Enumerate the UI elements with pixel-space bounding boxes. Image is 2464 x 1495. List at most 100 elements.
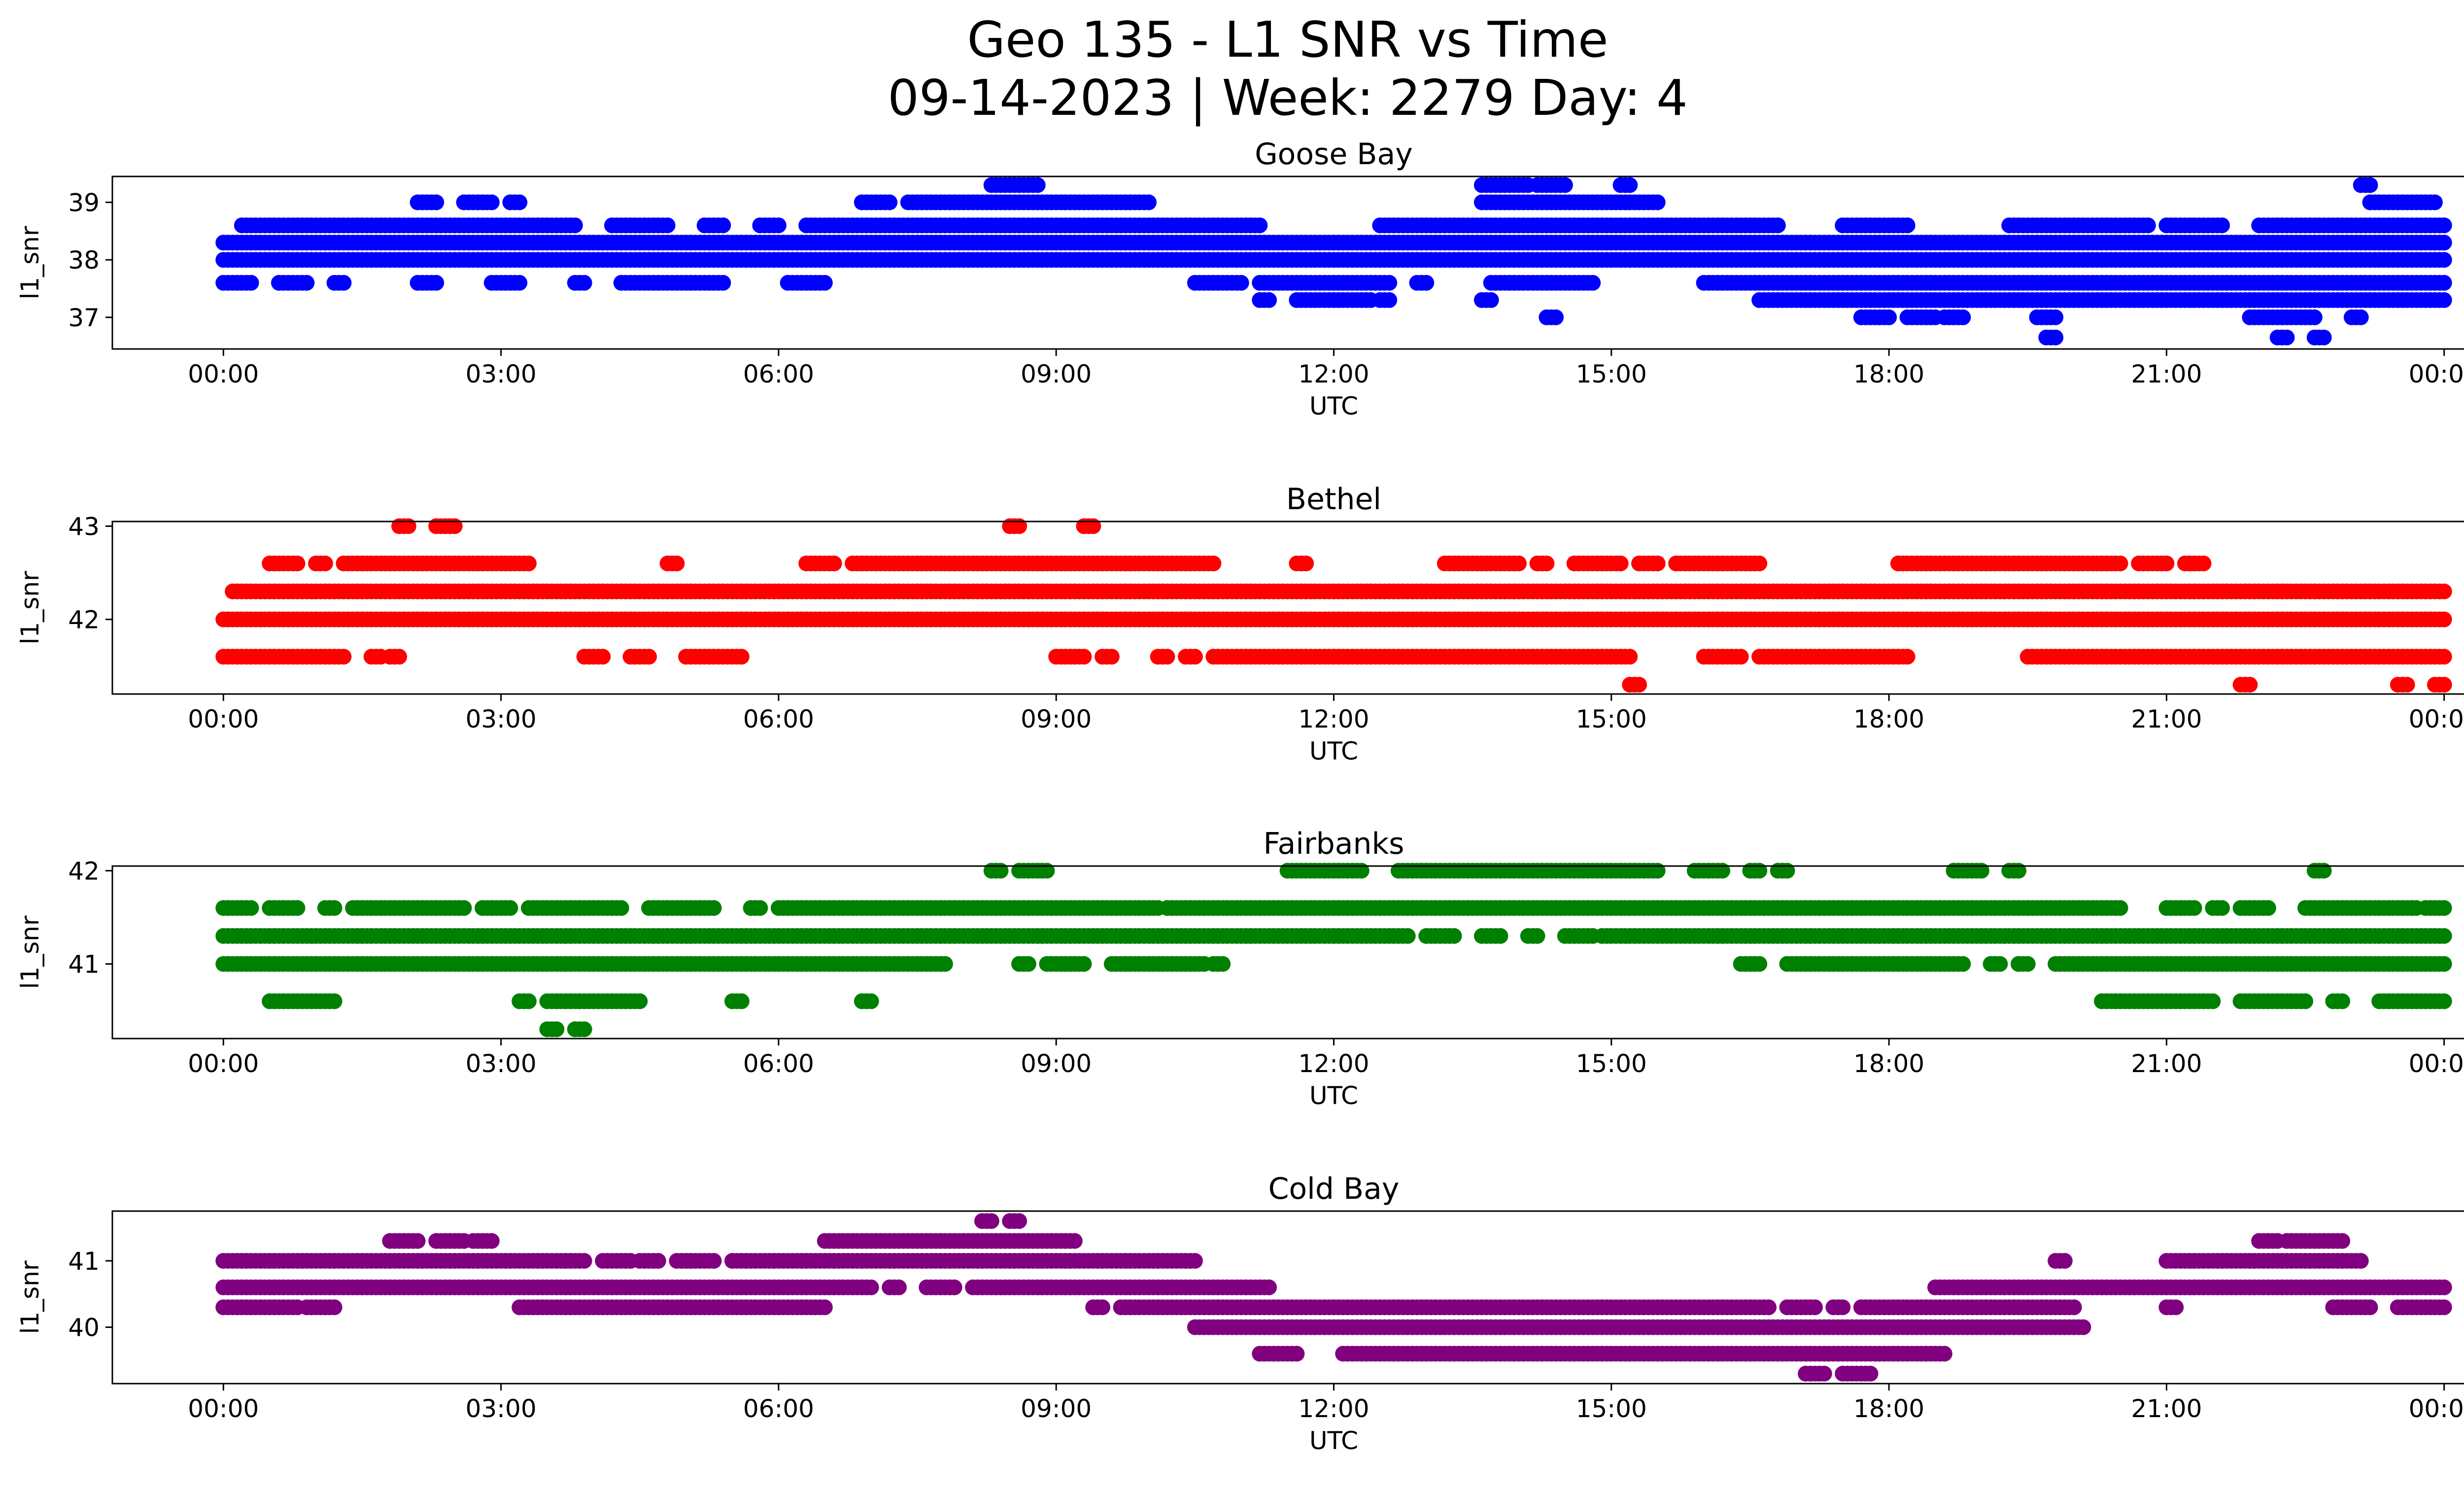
data-point <box>1899 217 1916 234</box>
data-point <box>706 900 722 916</box>
data-point <box>446 518 463 534</box>
data-point <box>632 993 648 1009</box>
data-point <box>1899 649 1916 665</box>
x-axis-label: UTC <box>1309 392 1358 420</box>
data-point <box>289 900 306 916</box>
data-point <box>1973 863 1989 879</box>
data-point <box>1103 649 1120 665</box>
data-point <box>576 275 592 291</box>
data-point <box>1418 275 1435 291</box>
x-tick-label: 00:00 <box>188 360 259 388</box>
data-point <box>2436 292 2452 308</box>
data-point <box>1511 556 1527 572</box>
data-point <box>641 649 657 665</box>
data-point <box>2436 252 2452 268</box>
data-point <box>1557 177 1573 193</box>
data-point <box>2362 177 2378 193</box>
data-point <box>1539 556 1555 572</box>
data-point <box>770 217 787 234</box>
subplot-bethel: 00:00 03:00 06:00 09:00 12:00 15:00 18:00 21:00… <box>16 482 2464 765</box>
data-point <box>1446 928 1462 944</box>
data-point <box>1381 275 1398 291</box>
data-point <box>2260 900 2276 916</box>
data-point <box>1631 677 1647 693</box>
data-point <box>2436 583 2452 599</box>
data-point <box>659 217 676 234</box>
data-point <box>595 649 611 665</box>
data-point <box>1649 194 1666 210</box>
data-point <box>456 900 472 916</box>
data-point <box>2316 863 2332 879</box>
data-point <box>483 194 500 210</box>
x-tick-label: 00:00 <box>2409 705 2464 733</box>
data-point <box>2436 900 2452 916</box>
data-point <box>428 275 445 291</box>
data-point <box>613 900 629 916</box>
data-point <box>2427 194 2443 210</box>
scatter-series-goose-bay <box>215 177 2452 346</box>
data-point <box>299 275 315 291</box>
subplot-goose-bay: 00:00 03:00 06:00 09:00 12:00 15:00 18:00 21:00… <box>16 137 2464 420</box>
data-point <box>1779 863 1795 879</box>
x-tick-label: 12:00 <box>1298 360 1369 388</box>
data-point <box>733 649 750 665</box>
data-point <box>1020 956 1036 972</box>
scatter-series-fairbanks <box>215 863 2452 1038</box>
subplot-title: Goose Bay <box>1255 137 1413 172</box>
data-point <box>243 900 259 916</box>
data-point <box>2011 863 2026 879</box>
x-tick-label: 21:00 <box>2131 705 2202 733</box>
subplot-fairbanks: 00:00 03:00 06:00 09:00 12:00 15:00 18:00 21:00… <box>16 827 2464 1110</box>
data-point <box>391 649 408 665</box>
data-point <box>1011 518 1027 534</box>
data-point <box>1381 292 1398 308</box>
data-point <box>1649 556 1666 572</box>
y-tick-label: 38 <box>68 246 100 275</box>
data-point <box>1649 863 1666 879</box>
data-point <box>1714 863 1731 879</box>
subplot-title: Bethel <box>1286 482 1381 517</box>
data-point <box>2279 329 2295 346</box>
data-point <box>1622 177 1638 193</box>
y-axis-label: l1_snr <box>16 571 44 644</box>
y-axis-label: l1_snr <box>16 226 44 299</box>
data-point <box>326 993 342 1009</box>
data-point <box>1233 275 1249 291</box>
data-point <box>567 217 583 234</box>
data-point <box>2048 309 2064 325</box>
data-point <box>1992 956 2008 972</box>
data-point <box>2436 928 2452 944</box>
data-point <box>1039 863 1055 879</box>
data-point <box>1205 556 1222 572</box>
data-point <box>428 194 445 210</box>
data-point <box>2048 329 2064 346</box>
data-point <box>1261 292 1277 308</box>
data-point <box>937 956 953 972</box>
data-point <box>1529 928 1545 944</box>
data-point <box>1612 556 1629 572</box>
data-point <box>317 556 333 572</box>
data-point <box>1751 556 1768 572</box>
figure-title: Geo 135 - L1 SNR vs Time 09-14-2023 | We… <box>0 11 2464 127</box>
data-point <box>1298 556 1314 572</box>
data-point <box>1400 928 1416 944</box>
figure-title-line-1: Geo 135 - L1 SNR vs Time <box>967 11 1608 69</box>
scatter-series-bethel <box>215 518 2452 693</box>
data-point <box>1955 956 1971 972</box>
x-tick-label: 00:00 <box>2409 360 2464 388</box>
data-point <box>1622 649 1638 665</box>
data-point <box>2306 309 2323 325</box>
y-tick-label: 42 <box>68 606 100 634</box>
x-axis-label: UTC <box>1309 737 1358 765</box>
data-point <box>2019 956 2036 972</box>
data-point <box>2436 275 2452 291</box>
x-tick-label: 06:00 <box>743 360 814 388</box>
data-point <box>752 900 768 916</box>
data-point <box>400 518 416 534</box>
data-point <box>512 275 528 291</box>
data-point <box>502 900 518 916</box>
data-point <box>1159 649 1175 665</box>
data-point <box>715 275 731 291</box>
data-point <box>1492 928 1508 944</box>
